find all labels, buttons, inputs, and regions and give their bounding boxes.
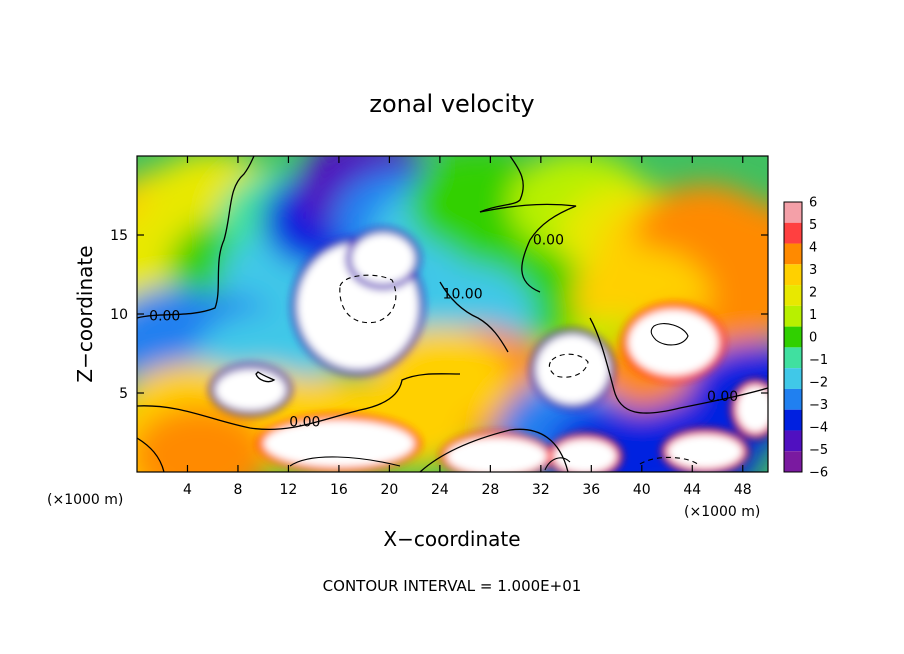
colorbar-label: 0: [809, 331, 817, 346]
colorbar-swatch: [784, 285, 802, 306]
x-axis: 4 8 12 16 20 24 28 32 36 40 44 48: [183, 156, 752, 498]
contour-line: [439, 281, 509, 353]
y-tick-label: 10: [110, 307, 128, 323]
contour-line-dashed: [339, 274, 397, 324]
saturated-region: [627, 309, 719, 376]
saturated-region: [553, 438, 617, 472]
x-tick-label: 36: [582, 482, 600, 498]
x-tick-label: 16: [330, 482, 348, 498]
x-tick-label: 32: [532, 482, 550, 498]
contour-label: 0.00: [149, 309, 180, 325]
colorbar-label: 1: [809, 308, 817, 323]
x-tick-label: 40: [633, 482, 651, 498]
colorbar-swatch: [784, 347, 802, 369]
colorbar-swatch: [784, 451, 802, 472]
contour-labels: 0.00 0.00 0.00 0.00 10.00: [149, 233, 738, 431]
saturated-regions: [209, 227, 768, 472]
contour-label: 0.00: [289, 414, 320, 430]
x-tick-label: 20: [380, 482, 398, 498]
x-tick-label: 44: [683, 482, 701, 498]
x-tick-label: 12: [280, 482, 298, 498]
colorbar-label: 3: [809, 263, 817, 278]
saturated-region: [535, 334, 609, 405]
contour-line: [589, 317, 768, 414]
colorbar-label: 5: [809, 218, 817, 233]
saturated-region: [446, 437, 548, 472]
chart-title: zonal velocity: [369, 90, 534, 118]
colorbar-label: 6: [809, 196, 817, 211]
contour-label: 0.00: [707, 389, 738, 405]
colorbar-swatch: [784, 222, 802, 244]
colorbar-swatch: [784, 409, 802, 431]
y-axis-label: Z−coordinate: [73, 245, 97, 382]
colorbar-swatch: [784, 202, 802, 223]
contour-interval-note: CONTOUR INTERVAL = 1.000E+01: [323, 577, 582, 595]
saturated-region: [215, 369, 286, 411]
colorbar: 6 5 4 3 2 1 0 −1 −2 −3 −4 −5 −6: [783, 196, 828, 481]
colorbar-label: −1: [809, 353, 828, 368]
y-tick-label: 15: [110, 228, 128, 244]
colorbar-label: 4: [809, 241, 817, 256]
contour-line: [137, 373, 461, 431]
saturated-region: [263, 419, 415, 468]
colorbar-label: −5: [809, 443, 828, 458]
x-tick-label: 8: [233, 482, 242, 498]
colorbar-label: −3: [809, 398, 828, 413]
x-axis-label: X−coordinate: [383, 527, 520, 551]
x-tick-label: 24: [431, 482, 449, 498]
x-units-left: (×1000 m): [47, 492, 123, 508]
colorbar-swatch: [784, 305, 802, 327]
y-tick-label: 5: [119, 386, 128, 402]
colorbar-swatch: [784, 430, 802, 452]
colorbar-swatch: [784, 368, 802, 389]
saturated-region: [351, 233, 415, 284]
contour-line: [479, 203, 577, 293]
x-tick-label: 48: [734, 482, 752, 498]
contour-line-inner: [289, 456, 401, 467]
contour-line: [479, 156, 524, 213]
contour-line-inner: [544, 457, 571, 471]
colorbar-label: −2: [809, 376, 828, 391]
saturated-region: [736, 385, 768, 433]
colorbar-frame: [783, 201, 803, 473]
contour-line-dashed: [639, 456, 701, 467]
y-axis: 5 10 15: [110, 228, 768, 402]
colorbar-swatch: [784, 243, 802, 265]
plot-area: 0.00 0.00 0.00 0.00 10.00: [137, 156, 768, 472]
zero-contours: [137, 156, 768, 472]
contour-line: [419, 428, 569, 472]
field-blob: [137, 405, 270, 472]
colorbar-swatch: [784, 264, 802, 286]
colorbar-label: 2: [809, 286, 817, 301]
colorbar-label: −4: [809, 421, 828, 436]
x-units-right: (×1000 m): [684, 504, 760, 520]
contour-line-inner: [650, 323, 689, 346]
contour-line: [255, 371, 276, 383]
negative-contours: [339, 274, 701, 467]
colorbar-swatch: [784, 326, 802, 348]
contour-label: 0.00: [533, 233, 564, 249]
contour-label: 10.00: [443, 286, 483, 302]
saturated-region: [667, 434, 743, 469]
colorbar-swatch: [784, 388, 802, 410]
contour-line: [137, 437, 165, 472]
colorbar-label: −6: [809, 466, 828, 481]
x-tick-label: 4: [183, 482, 192, 498]
contour-line-dashed: [548, 353, 589, 378]
inner-contours: [289, 323, 689, 471]
x-tick-label: 28: [481, 482, 499, 498]
contour-line: [137, 156, 255, 319]
